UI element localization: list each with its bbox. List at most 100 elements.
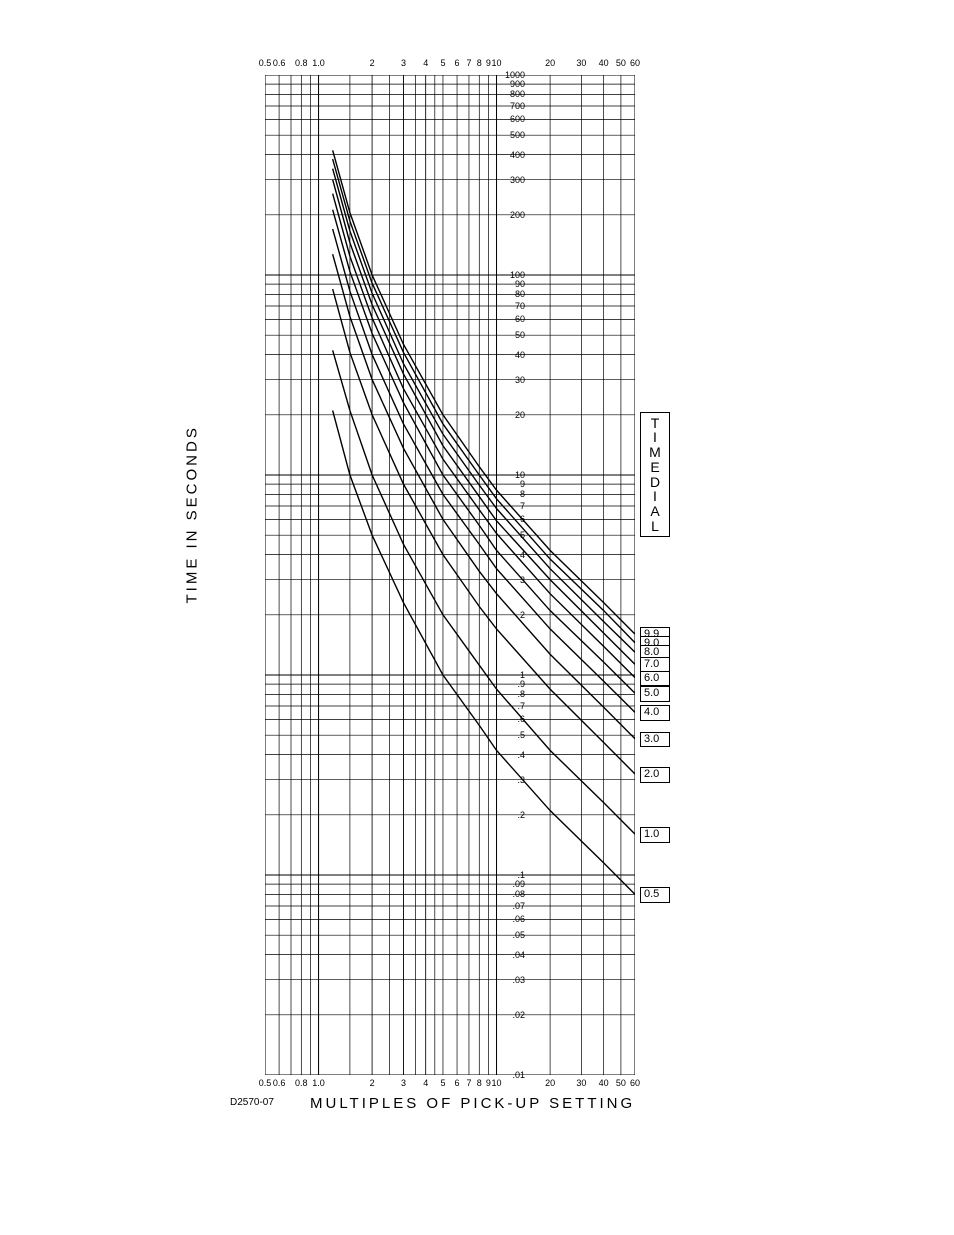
x-tick-label: 0.5 — [259, 58, 272, 68]
x-tick-label: 20 — [545, 1078, 555, 1088]
y-tick-label: .5 — [517, 730, 525, 740]
y-tick-label: .05 — [512, 930, 525, 940]
y-tick-label: .03 — [512, 975, 525, 985]
y-tick-label: 7 — [520, 501, 525, 511]
time-dial-box: 5.0 — [640, 686, 670, 702]
y-tick-label: 500 — [510, 130, 525, 140]
time-dial-box: 4.0 — [640, 705, 670, 721]
x-tick-label: 20 — [545, 58, 555, 68]
x-tick-label: 8 — [477, 58, 482, 68]
y-tick-label: 100 — [510, 270, 525, 280]
x-tick-label: 4 — [423, 58, 428, 68]
time-dial-label-box: T I M E D I A L — [640, 412, 670, 537]
time-dial-letter: D — [650, 475, 660, 490]
y-tick-label: .06 — [512, 914, 525, 924]
x-tick-label: 60 — [630, 1078, 640, 1088]
y-tick-label: 4 — [520, 550, 525, 560]
x-tick-label: 0.8 — [295, 58, 308, 68]
x-axis-label: MULTIPLES OF PICK-UP SETTING — [310, 1095, 635, 1112]
x-tick-label: 7 — [466, 58, 471, 68]
time-dial-letter: A — [650, 504, 659, 519]
plot-area — [265, 75, 635, 1075]
x-tick-label: 60 — [630, 58, 640, 68]
y-tick-label: .02 — [512, 1010, 525, 1020]
x-tick-label: 40 — [599, 1078, 609, 1088]
y-tick-label: 800 — [510, 89, 525, 99]
time-dial-letter: T — [651, 416, 660, 431]
x-tick-label: 2 — [370, 1078, 375, 1088]
x-tick-label: 50 — [616, 1078, 626, 1088]
y-axis-label: TIME IN SECONDS — [184, 425, 201, 603]
chart-container: TIME IN SECONDS MULTIPLES OF PICK-UP SET… — [200, 45, 900, 1125]
x-tick-label: 5 — [440, 58, 445, 68]
y-tick-label: 400 — [510, 150, 525, 160]
x-tick-label: 30 — [576, 1078, 586, 1088]
y-tick-label: .01 — [512, 1070, 525, 1080]
x-tick-label: 1.0 — [312, 58, 325, 68]
x-tick-label: 3 — [401, 58, 406, 68]
y-tick-label: .8 — [517, 689, 525, 699]
time-dial-letter: L — [651, 519, 659, 534]
y-tick-label: 9 — [520, 479, 525, 489]
y-tick-label: 2 — [520, 610, 525, 620]
y-tick-label: 5 — [520, 530, 525, 540]
drawing-id: D2570-07 — [230, 1097, 274, 1108]
x-tick-label: 10 — [492, 1078, 502, 1088]
x-tick-label: 4 — [423, 1078, 428, 1088]
y-tick-label: 10 — [515, 470, 525, 480]
y-tick-label: .7 — [517, 701, 525, 711]
y-tick-label: 20 — [515, 410, 525, 420]
y-tick-label: 200 — [510, 210, 525, 220]
x-tick-label: 8 — [477, 1078, 482, 1088]
x-tick-label: 9 — [486, 1078, 491, 1088]
y-tick-label: 30 — [515, 375, 525, 385]
x-tick-label: 0.8 — [295, 1078, 308, 1088]
y-tick-label: 600 — [510, 114, 525, 124]
x-tick-label: 1.0 — [312, 1078, 325, 1088]
y-tick-label: 8 — [520, 489, 525, 499]
y-tick-label: .09 — [512, 879, 525, 889]
time-dial-letter: M — [649, 445, 661, 460]
y-tick-label: 900 — [510, 79, 525, 89]
time-dial-box: 0.5 — [640, 887, 670, 903]
x-tick-label: 0.6 — [273, 1078, 286, 1088]
x-tick-label: 0.6 — [273, 58, 286, 68]
x-tick-label: 9 — [486, 58, 491, 68]
y-tick-label: .3 — [517, 775, 525, 785]
y-tick-label: 40 — [515, 350, 525, 360]
time-dial-box: 6.0 — [640, 671, 670, 687]
y-tick-label: 50 — [515, 330, 525, 340]
y-tick-label: .4 — [517, 750, 525, 760]
y-tick-label: .04 — [512, 950, 525, 960]
x-tick-label: 6 — [455, 58, 460, 68]
time-dial-box: 3.0 — [640, 732, 670, 748]
plot-svg — [265, 75, 635, 1075]
time-dial-box: 2.0 — [640, 767, 670, 783]
x-tick-label: 40 — [599, 58, 609, 68]
y-tick-label: .6 — [517, 714, 525, 724]
x-tick-label: 50 — [616, 58, 626, 68]
y-tick-label: 60 — [515, 314, 525, 324]
y-tick-label: 1000 — [505, 70, 525, 80]
y-tick-label: 90 — [515, 279, 525, 289]
x-tick-label: 0.5 — [259, 1078, 272, 1088]
y-tick-label: 6 — [520, 514, 525, 524]
x-tick-label: 6 — [455, 1078, 460, 1088]
y-tick-label: 3 — [520, 575, 525, 585]
time-dial-letter: E — [650, 460, 659, 475]
y-tick-label: .08 — [512, 889, 525, 899]
y-tick-label: .2 — [517, 810, 525, 820]
y-tick-label: 1 — [520, 670, 525, 680]
time-dial-box: 1.0 — [640, 827, 670, 843]
y-tick-label: .07 — [512, 901, 525, 911]
y-tick-label: 80 — [515, 289, 525, 299]
x-tick-label: 3 — [401, 1078, 406, 1088]
y-tick-label: 300 — [510, 175, 525, 185]
y-tick-label: 70 — [515, 301, 525, 311]
time-dial-letter: I — [653, 489, 657, 504]
x-tick-label: 7 — [466, 1078, 471, 1088]
x-tick-label: 10 — [492, 58, 502, 68]
y-tick-label: .9 — [517, 679, 525, 689]
y-tick-label: .1 — [517, 870, 525, 880]
x-tick-label: 30 — [576, 58, 586, 68]
